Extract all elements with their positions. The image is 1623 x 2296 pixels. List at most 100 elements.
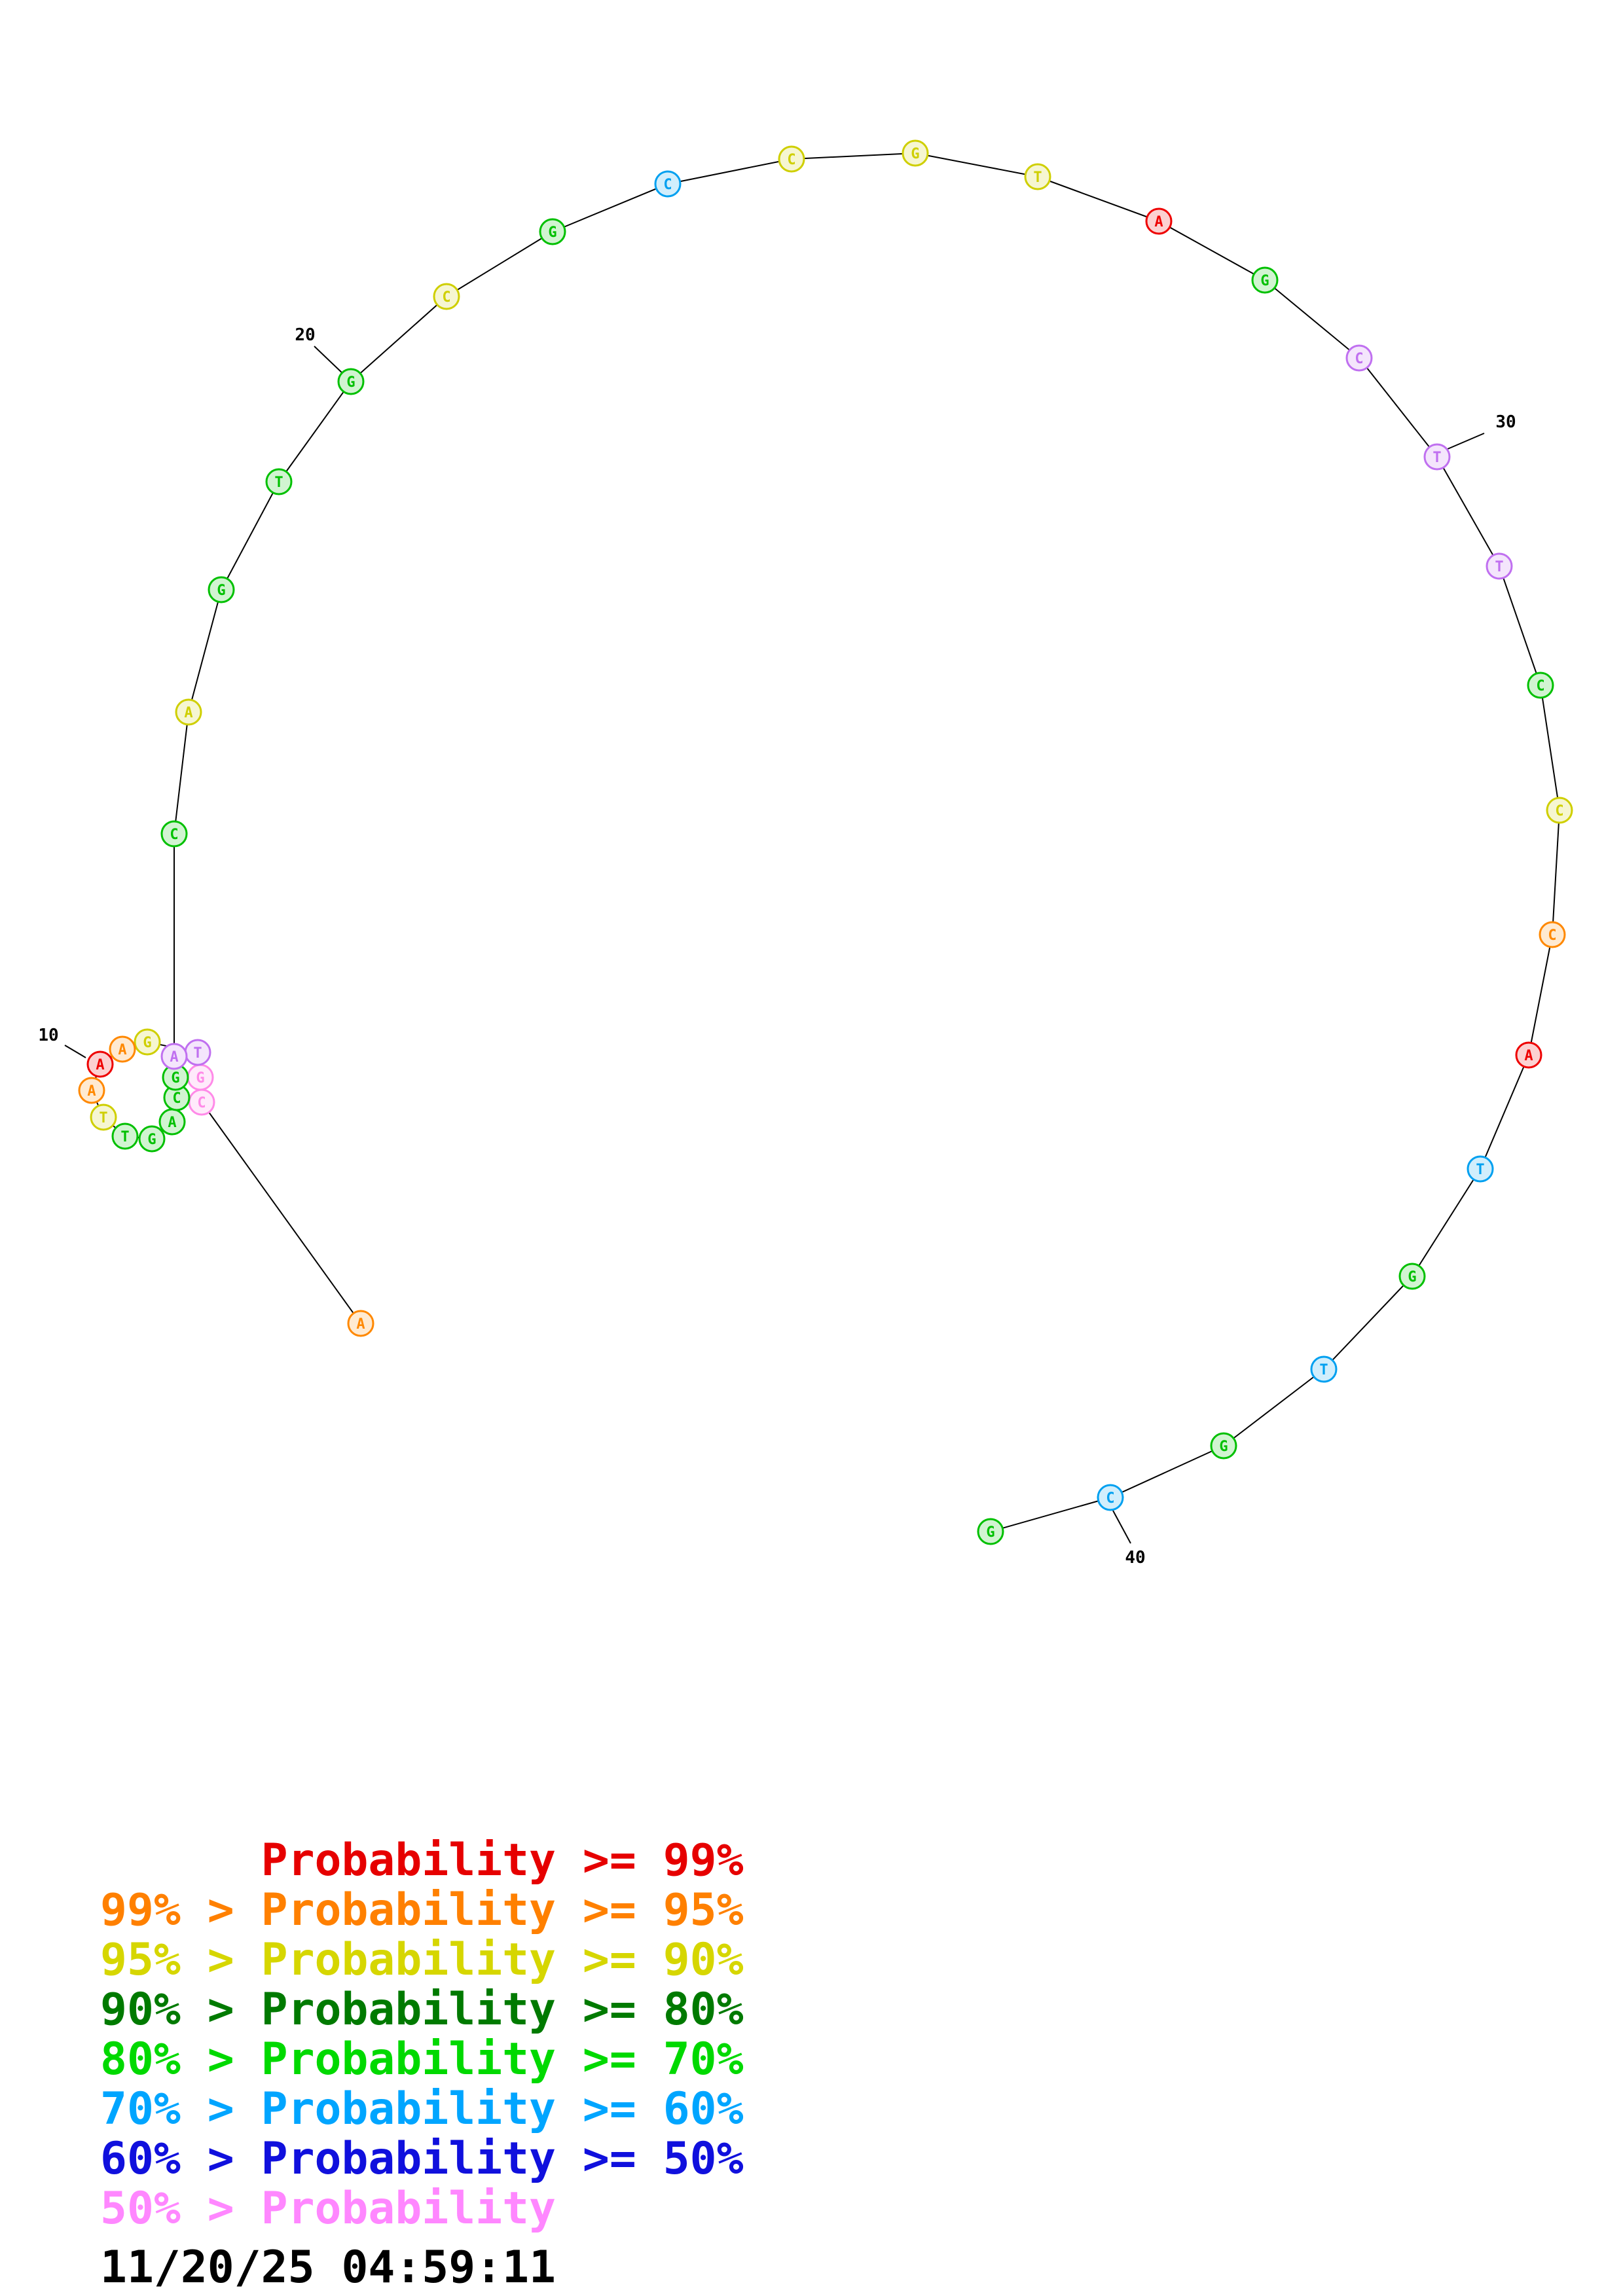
backbone-line bbox=[278, 381, 352, 482]
nucleotide-letter: G bbox=[217, 583, 225, 599]
nucleotide-circle-bg bbox=[189, 1090, 214, 1115]
nucleotide-circle bbox=[86, 1050, 114, 1078]
nucleotide-circle-bg bbox=[1425, 444, 1450, 469]
nucleotide-circle-bg bbox=[162, 1044, 187, 1069]
nucleotide-letter: C bbox=[1536, 678, 1544, 694]
backbone-line bbox=[1359, 357, 1438, 457]
backbone-line bbox=[667, 158, 792, 185]
nucleotide-circle bbox=[1210, 1432, 1237, 1460]
position-label: 30 bbox=[1495, 412, 1516, 432]
nucleotide-letter: C bbox=[1106, 1490, 1114, 1507]
nucleotide-letter: G bbox=[548, 224, 556, 241]
nucleotide-circle bbox=[160, 1043, 188, 1070]
nucleotide-circle bbox=[175, 698, 202, 726]
nucleotide-circle-bg bbox=[978, 1519, 1003, 1544]
nucleotide-circle-bg bbox=[266, 469, 291, 494]
backbone-line bbox=[201, 1102, 361, 1324]
nucleotide-circle bbox=[1145, 207, 1173, 235]
nucleotide-circle bbox=[778, 145, 805, 173]
nucleotide-circle-bg bbox=[91, 1105, 116, 1130]
nucleotide-circle bbox=[265, 468, 293, 495]
nucleotide-circle-bg bbox=[779, 147, 804, 171]
nucleotide-letter: C bbox=[1555, 803, 1563, 819]
legend-line-60-70: 70% > Probability >= 60% bbox=[100, 2083, 744, 2135]
nucleotide-letter: A bbox=[356, 1316, 365, 1333]
nucleotide-circle-bg bbox=[1311, 1357, 1336, 1382]
nucleotide-letter: C bbox=[170, 827, 178, 843]
nucleotide-letter: G bbox=[1408, 1269, 1416, 1285]
nucleotide-circle bbox=[1310, 1355, 1338, 1383]
nucleotide-circle bbox=[347, 1310, 374, 1337]
nucleotide-circle-bg bbox=[1347, 346, 1372, 370]
nucleotide-circle-bg bbox=[185, 1040, 210, 1065]
backbone-line bbox=[1480, 1054, 1529, 1170]
backbone-line bbox=[1223, 1369, 1324, 1446]
position-label-line bbox=[64, 1045, 86, 1058]
position-label: 40 bbox=[1125, 1548, 1145, 1568]
nucleotide-circle-bg bbox=[113, 1124, 137, 1149]
legend-line-70-80: 80% > Probability >= 70% bbox=[100, 2034, 744, 2085]
legend-line-95-99: 99% > Probability >= 95% bbox=[100, 1884, 744, 1936]
nucleotide-letter: C bbox=[442, 289, 450, 306]
backbone-line bbox=[1436, 456, 1500, 567]
nucleotide-circle bbox=[1467, 1155, 1494, 1183]
position-label: 20 bbox=[295, 325, 315, 345]
nucleotide-circle bbox=[78, 1077, 105, 1104]
legend-line-below-50: 50% > Probability bbox=[100, 2183, 556, 2234]
nucleotide-circle bbox=[111, 1122, 139, 1150]
nucleotide-circle bbox=[1515, 1041, 1542, 1069]
timestamp: 11/20/25 04:59:11 bbox=[100, 2242, 556, 2293]
nucleotide-circle bbox=[138, 1125, 166, 1153]
nucleotide-letter: A bbox=[87, 1083, 96, 1100]
nucleotide-letter: C bbox=[172, 1090, 181, 1107]
nucleotide-circle-bg bbox=[434, 284, 459, 309]
nucleotide-letter: T bbox=[1495, 559, 1503, 575]
backbone-line bbox=[791, 152, 916, 160]
nucleotide-circle bbox=[1546, 797, 1573, 824]
nucleotide-circle bbox=[902, 139, 929, 167]
nucleotide-letter: A bbox=[118, 1042, 126, 1058]
legend-line-80-90: 90% > Probability >= 80% bbox=[100, 1984, 744, 2036]
nucleotide-circle bbox=[134, 1028, 161, 1056]
backbone-line bbox=[221, 481, 280, 590]
nucleotide-circle bbox=[160, 820, 188, 848]
nucleotide-circle bbox=[433, 283, 460, 310]
nucleotide-circle bbox=[1527, 672, 1554, 699]
probability-legend: Probability >= 99% 99% > Probability >= … bbox=[100, 1836, 744, 2293]
nucleotide-circle-bg bbox=[1252, 268, 1277, 293]
nucleotide-circle bbox=[208, 576, 235, 603]
nucleotide-circle bbox=[90, 1103, 117, 1131]
nucleotide-circle-bg bbox=[163, 1065, 188, 1090]
nucleotide-circle-bg bbox=[1211, 1433, 1236, 1458]
nucleotide-circle-bg bbox=[79, 1078, 104, 1103]
nucleotide-letter: G bbox=[196, 1070, 204, 1086]
nucleotide-letter: T bbox=[1319, 1362, 1328, 1378]
backbone-line bbox=[1499, 565, 1541, 686]
nucleotide-letter: A bbox=[1524, 1048, 1533, 1064]
nucleotide-letter: G bbox=[911, 146, 919, 162]
backbone-line bbox=[1412, 1168, 1481, 1277]
legend-line-90-95: 95% > Probability >= 90% bbox=[100, 1934, 744, 1986]
nucleotide-circle bbox=[1423, 443, 1451, 471]
nucleotide-circle-bg bbox=[1025, 164, 1050, 189]
nucleotide-letter: C bbox=[787, 152, 795, 168]
nucleotide-circle-bg bbox=[903, 141, 928, 166]
backbone-line bbox=[1264, 279, 1360, 359]
nucleotide-letter: G bbox=[986, 1524, 994, 1541]
backbone-line bbox=[173, 711, 189, 834]
nucleotide-circle-bg bbox=[135, 1030, 160, 1054]
backbone-line bbox=[1323, 1276, 1413, 1370]
position-label-line bbox=[1447, 433, 1485, 450]
position-label-line bbox=[1112, 1510, 1131, 1544]
nucleotide-letter: G bbox=[1219, 1439, 1228, 1455]
nucleotide-circle-bg bbox=[1516, 1043, 1541, 1067]
nucleotide-letter: G bbox=[143, 1035, 151, 1051]
nucleotide-circle bbox=[654, 170, 682, 198]
nucleotide-circle bbox=[1345, 344, 1373, 372]
nucleotide-letter: T bbox=[1033, 170, 1042, 186]
nucleotide-letter: T bbox=[1432, 450, 1441, 466]
nucleotide-letter: C bbox=[1355, 351, 1363, 367]
nucleotide-circle-bg bbox=[655, 171, 680, 196]
